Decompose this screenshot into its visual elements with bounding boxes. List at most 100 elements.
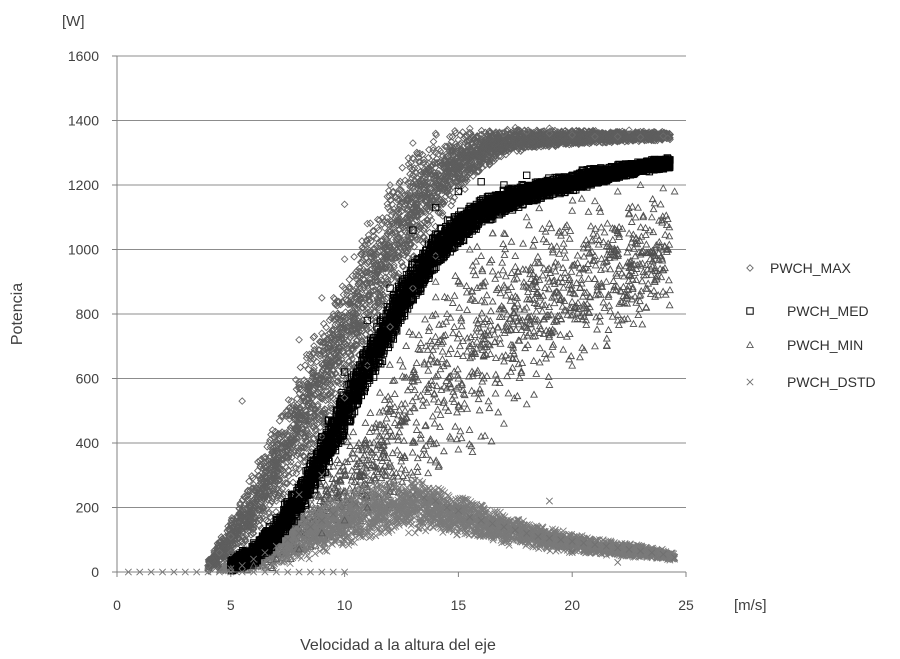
cloud-point — [390, 402, 399, 411]
cloud-point — [529, 241, 538, 249]
cloud-point — [578, 343, 587, 351]
cloud-point — [405, 407, 414, 415]
cloud-point — [639, 271, 648, 279]
cloud-point — [502, 322, 511, 330]
cloud-point — [431, 310, 440, 318]
cloud-point — [317, 482, 325, 490]
cloud-point — [526, 320, 535, 328]
cloud-point — [495, 334, 504, 342]
cloud-point — [501, 245, 510, 253]
cloud-point — [605, 251, 614, 259]
cloud-point — [387, 432, 396, 440]
cloud-point — [647, 270, 656, 278]
cloud-point — [541, 227, 550, 235]
cloud-point — [580, 252, 588, 260]
cloud-point — [659, 287, 668, 295]
cloud-point — [388, 448, 397, 457]
cloud-point — [597, 282, 606, 290]
cloud-point — [454, 401, 463, 409]
cloud-point — [500, 250, 509, 258]
cloud-point — [558, 277, 567, 285]
cloud-point — [396, 356, 405, 364]
cloud-point — [442, 384, 451, 392]
cloud-point — [487, 255, 496, 264]
cloud-point — [509, 308, 518, 316]
cloud-point — [357, 459, 366, 467]
cloud-point — [448, 298, 457, 306]
cloud-point — [467, 349, 476, 357]
cloud-point — [412, 418, 421, 426]
cloud-point — [528, 279, 537, 287]
cloud-point — [474, 394, 483, 403]
cloud-point — [445, 432, 454, 440]
cloud-point — [612, 251, 621, 259]
cloud-point — [635, 296, 644, 305]
cloud-point — [629, 319, 638, 327]
cloud-point — [584, 307, 593, 315]
cloud-point — [426, 437, 435, 445]
cloud-point — [433, 405, 442, 413]
cloud-point — [506, 314, 515, 322]
cloud-point — [425, 323, 434, 331]
cloud-point — [532, 287, 541, 295]
cloud-point — [424, 469, 433, 477]
cloud-point — [620, 315, 629, 323]
cloud-point — [561, 268, 570, 276]
cloud-point — [497, 312, 506, 321]
cloud-point — [665, 232, 674, 240]
cloud-point — [499, 239, 508, 248]
cloud-point — [514, 336, 523, 344]
cloud-point — [606, 307, 615, 315]
cloud-point — [379, 438, 388, 446]
cloud-point — [631, 268, 639, 276]
cloud-point — [389, 472, 398, 480]
cloud-point — [535, 275, 544, 283]
cloud-point — [532, 282, 541, 290]
cloud-point — [394, 411, 403, 419]
cloud-point — [642, 303, 651, 311]
cloud-point — [370, 461, 379, 469]
cloud-point — [456, 427, 465, 435]
cloud-point — [582, 236, 591, 244]
cloud-point — [412, 425, 421, 433]
cloud-point — [603, 250, 612, 258]
cloud-point — [353, 466, 361, 474]
cloud-point — [507, 292, 516, 301]
cloud-point — [473, 242, 482, 250]
cloud-point — [579, 240, 588, 248]
cloud-point — [443, 360, 452, 368]
cloud-point — [494, 270, 503, 278]
cloud-point — [617, 269, 626, 277]
cloud-point — [508, 346, 517, 355]
cloud-point — [398, 362, 407, 370]
cloud-point — [535, 258, 544, 267]
cloud-point — [597, 223, 606, 231]
cloud-point — [437, 486, 445, 494]
cloud-point — [627, 263, 636, 271]
cloud-point — [514, 267, 523, 275]
cloud-point — [478, 377, 487, 385]
cloud-point — [525, 295, 534, 303]
cloud-point — [517, 367, 526, 375]
cloud-point — [418, 401, 427, 409]
cloud-point — [422, 450, 431, 458]
cloud-point — [330, 483, 339, 492]
cloud-point — [385, 395, 394, 403]
cloud-point — [488, 297, 497, 305]
cloud-point — [496, 288, 505, 297]
cloud-point — [631, 213, 640, 221]
cloud-point — [666, 286, 674, 294]
cloud-point — [345, 484, 354, 492]
cloud-point — [499, 266, 508, 274]
cloud-point — [379, 406, 388, 414]
cloud-point — [604, 325, 613, 333]
cloud-point — [470, 347, 479, 356]
cloud-point — [358, 453, 367, 461]
cloud-point — [563, 310, 572, 318]
cloud-point — [462, 288, 471, 296]
cloud-point — [451, 422, 460, 430]
cloud-point — [448, 329, 457, 337]
cloud-point — [550, 262, 559, 270]
cloud-point — [439, 398, 448, 406]
cloud-point — [421, 385, 430, 393]
